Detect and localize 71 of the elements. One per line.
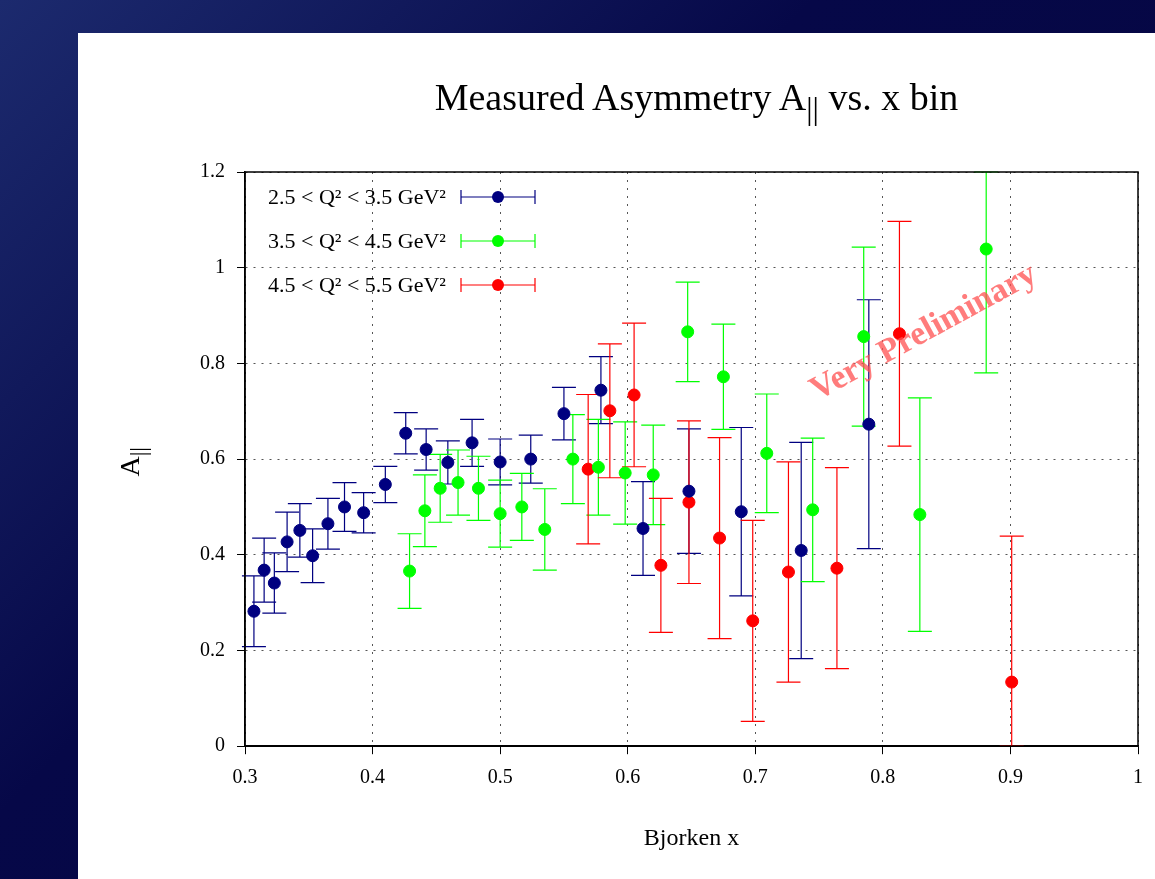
- point: [746, 614, 760, 628]
- point: [280, 535, 294, 549]
- point: [646, 468, 660, 482]
- point: [636, 521, 650, 535]
- legend-label: 2.5 < Q² < 3.5 GeV²: [268, 184, 446, 210]
- point: [418, 504, 432, 518]
- point: [321, 517, 335, 531]
- point: [493, 455, 507, 469]
- point: [781, 565, 795, 579]
- point: [378, 477, 392, 491]
- point: [293, 523, 307, 537]
- legend-label: 3.5 < Q² < 4.5 GeV²: [268, 228, 446, 254]
- x-axis-title: Bjorken x: [643, 823, 740, 850]
- point: [451, 476, 465, 490]
- point: [247, 604, 261, 618]
- point: [760, 446, 774, 460]
- point: [857, 330, 871, 344]
- point: [830, 561, 844, 575]
- x-tick-label: 0.3: [232, 765, 258, 788]
- x-tick-label: 0.8: [870, 765, 896, 788]
- point: [566, 452, 580, 466]
- point: [979, 242, 993, 256]
- point: [734, 505, 748, 519]
- point: [465, 436, 479, 450]
- x-tick-label: 0.5: [487, 765, 513, 788]
- x-tick-label: 0.9: [997, 765, 1023, 788]
- point: [654, 558, 668, 572]
- point: [627, 388, 641, 402]
- point: [357, 506, 371, 520]
- y-tick-label: 1.2: [200, 159, 225, 182]
- point: [594, 383, 608, 397]
- point: [682, 484, 696, 498]
- point: [713, 531, 727, 545]
- point: [306, 549, 320, 563]
- point: [338, 500, 352, 514]
- x-tick-label: 0.7: [742, 765, 768, 788]
- legend-label: 4.5 < Q² < 5.5 GeV²: [268, 272, 446, 298]
- point: [716, 370, 730, 384]
- y-tick-label: 0.8: [200, 350, 225, 373]
- point: [806, 503, 820, 517]
- y-tick-label: 0.6: [200, 446, 225, 469]
- y-tick-label: 1: [215, 254, 225, 277]
- point: [399, 426, 413, 440]
- chart-title: Measured Asymmetry A$_{||}$ vs. x bin: [433, 75, 960, 127]
- point: [1005, 675, 1019, 689]
- y-tick-label: 0.2: [200, 637, 225, 660]
- point: [794, 543, 808, 557]
- x-tick-label: 0.6: [615, 765, 641, 788]
- point: [603, 404, 617, 418]
- point: [419, 443, 433, 457]
- point: [862, 417, 876, 431]
- point: [524, 452, 538, 466]
- point: [471, 481, 485, 495]
- y-tick-label: 0: [215, 733, 225, 756]
- y-tick-label: 0.4: [200, 542, 225, 565]
- point: [913, 508, 927, 522]
- point: [591, 460, 605, 474]
- point: [267, 576, 281, 590]
- point: [441, 455, 455, 469]
- point: [681, 325, 695, 339]
- x-tick-label: 1: [1133, 765, 1143, 788]
- point: [257, 563, 271, 577]
- point: [403, 564, 417, 578]
- x-tick-label: 0.4: [360, 765, 386, 788]
- point: [682, 495, 696, 509]
- point: [515, 500, 529, 514]
- point: [433, 481, 447, 495]
- point: [618, 466, 632, 480]
- point: [538, 522, 552, 536]
- point: [557, 407, 571, 421]
- point: [493, 507, 507, 521]
